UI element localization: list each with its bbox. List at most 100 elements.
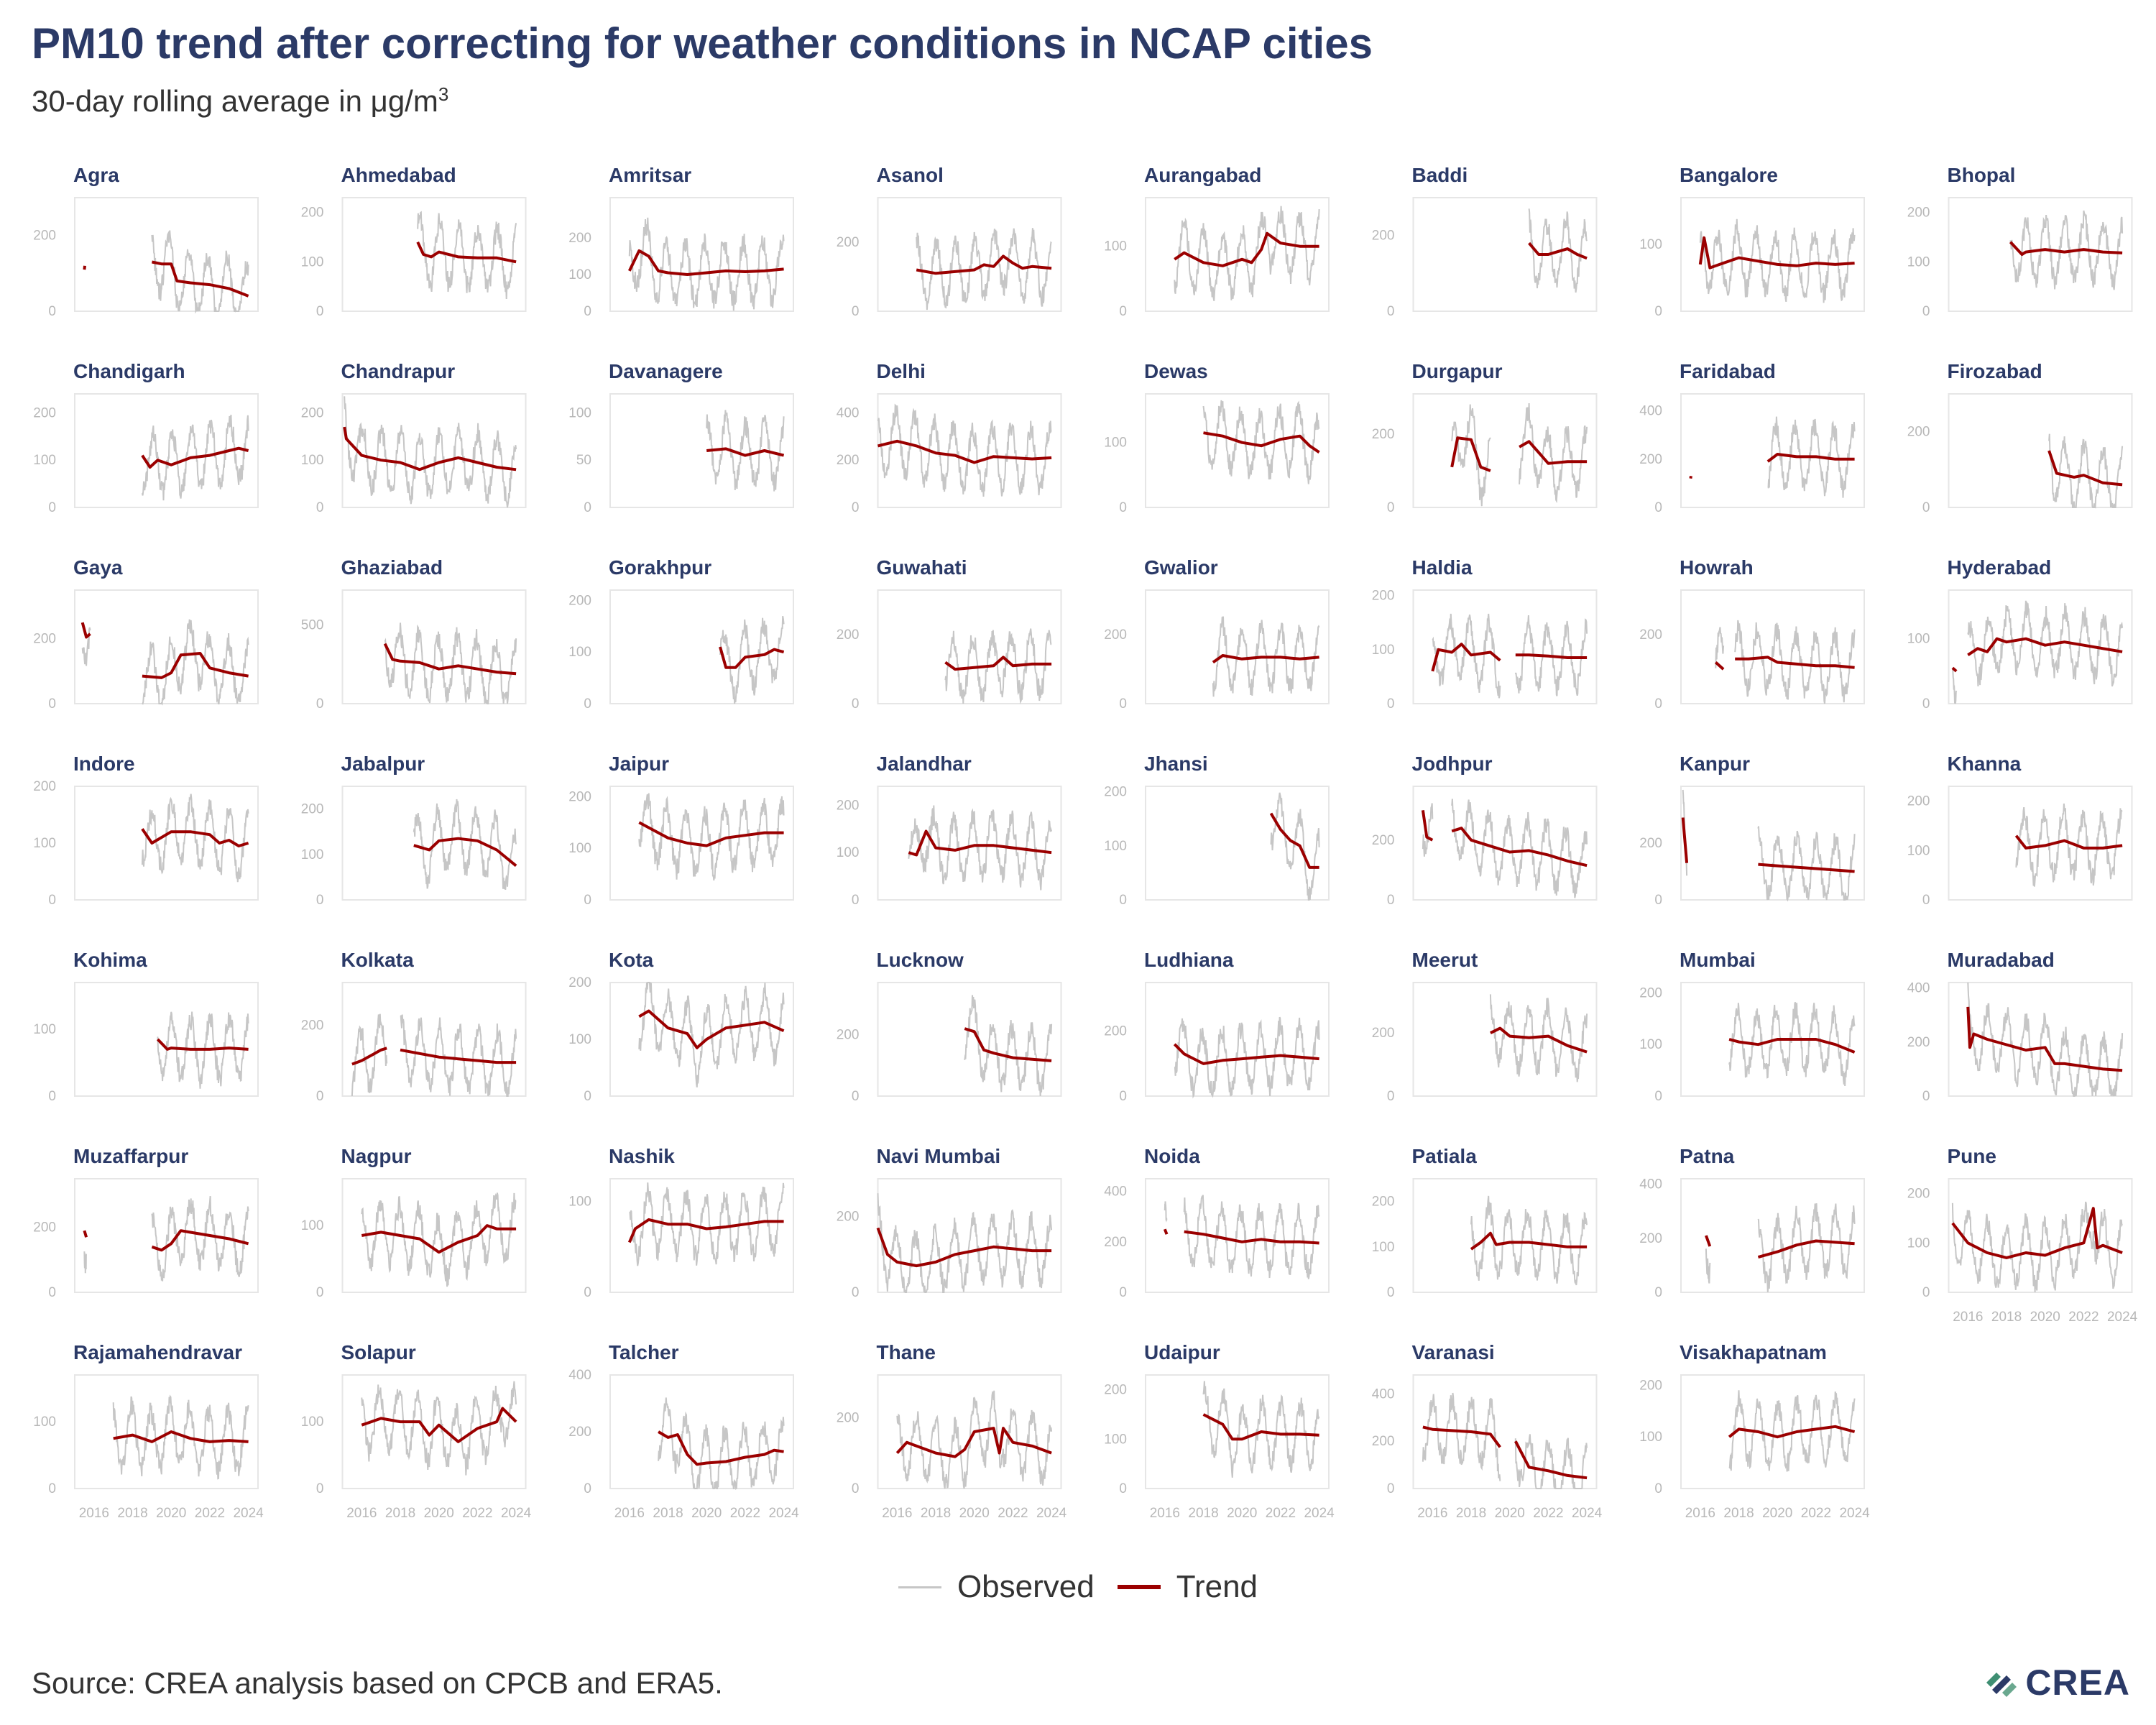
observed-line xyxy=(916,228,1052,310)
panel-frame xyxy=(609,393,794,508)
panel-hyderabad: Hyderabad 0 100 xyxy=(1907,556,2133,712)
panel-indore: Indore 0 100 200 xyxy=(33,753,259,908)
trend-line xyxy=(1714,661,1725,671)
panel-frame xyxy=(1680,1374,1865,1489)
panel-title: Bangalore xyxy=(1680,164,1778,186)
observed-line xyxy=(1967,600,2124,687)
trend-line xyxy=(1184,1230,1319,1245)
panel-dewas: Dewas 0 100 xyxy=(1104,360,1330,515)
x-tick-label: 2020 xyxy=(959,1506,990,1521)
y-tick-label: 500 xyxy=(301,617,324,632)
y-tick-label: 100 xyxy=(1907,1236,1930,1251)
observed-line xyxy=(1212,616,1320,697)
trend-line xyxy=(1966,1006,2123,1072)
panel-bangalore: Bangalore 0 100 xyxy=(1639,164,1865,319)
trend-line xyxy=(706,447,785,457)
panel-frame xyxy=(341,1374,527,1489)
panel-title: Visakhapatnam xyxy=(1680,1341,1827,1363)
panel-title: Patiala xyxy=(1412,1145,1478,1167)
y-tick-label: 200 xyxy=(301,1018,324,1033)
panel-title: Ghaziabad xyxy=(341,556,443,579)
chart-title: PM10 trend after correcting for weather … xyxy=(32,19,1373,68)
y-tick-label: 200 xyxy=(1907,1035,1930,1050)
panel-frame xyxy=(1412,982,1598,1097)
panel-frame xyxy=(1948,589,2133,704)
trend-line xyxy=(383,643,517,676)
panel-thane: Thane 0 200 2016 2018 2020 2022 2024 xyxy=(837,1341,1067,1521)
y-tick-label: 0 xyxy=(316,304,324,319)
panel-title: Haldia xyxy=(1412,556,1473,579)
observed-line xyxy=(658,1397,785,1491)
trend-line xyxy=(413,837,517,868)
y-tick-label: 200 xyxy=(1907,206,1930,221)
panel-title: Ahmedabad xyxy=(341,164,456,186)
panel-frame xyxy=(877,786,1062,901)
observed-line xyxy=(1202,400,1320,484)
y-tick-label: 200 xyxy=(1639,836,1662,851)
observed-line xyxy=(1432,613,1501,699)
trend-line xyxy=(627,249,784,276)
panel-frame xyxy=(74,197,259,312)
y-tick-label: 200 xyxy=(1639,1231,1662,1246)
y-tick-label: 0 xyxy=(316,696,324,712)
panel-frame xyxy=(1145,786,1330,901)
x-tick-label: 2018 xyxy=(1723,1506,1754,1521)
y-tick-label: 100 xyxy=(568,645,591,660)
y-tick-label: 100 xyxy=(568,1195,591,1210)
x-tick-label: 2022 xyxy=(998,1506,1028,1521)
observed-line xyxy=(1489,994,1588,1082)
y-tick-label: 200 xyxy=(33,1220,56,1236)
panel-frame xyxy=(1412,197,1598,312)
panel-title: Lucknow xyxy=(877,949,964,971)
trend-line xyxy=(83,265,86,270)
trend-line xyxy=(2014,834,2123,850)
panel-title: Firozabad xyxy=(1948,360,2042,382)
y-tick-label: 0 xyxy=(1119,304,1127,319)
panel-frame xyxy=(609,589,794,704)
panel-title: Chandigarh xyxy=(73,360,185,382)
panel-frame xyxy=(1145,1374,1330,1489)
panel-title: Kota xyxy=(609,949,654,971)
y-tick-label: 200 xyxy=(1372,1434,1395,1449)
trend-line xyxy=(361,1224,517,1254)
panel-title: Guwahati xyxy=(877,556,967,579)
trend-line xyxy=(944,656,1052,671)
x-tick-label: 2018 xyxy=(921,1506,951,1521)
trend-line xyxy=(1470,1231,1588,1251)
trend-line xyxy=(1951,1207,2123,1259)
x-tick-label: 2022 xyxy=(1801,1506,1831,1521)
legend-item-trend: Trend xyxy=(1117,1569,1258,1605)
panel-frame xyxy=(341,589,527,704)
panel-title: Indore xyxy=(73,753,135,775)
logo-text: CREA xyxy=(2025,1662,2130,1703)
trend-line xyxy=(83,1230,88,1238)
trend-line xyxy=(1528,242,1588,260)
y-tick-label: 200 xyxy=(568,789,591,804)
panel-muradabad: Muradabad 0 200 400 xyxy=(1907,949,2133,1104)
observed-line xyxy=(361,1381,517,1476)
trend-line xyxy=(638,821,784,847)
panel-frame xyxy=(1680,982,1865,1097)
trend-line xyxy=(1212,654,1319,664)
trend-line xyxy=(1450,436,1491,472)
y-tick-label: 100 xyxy=(1907,254,1930,270)
y-tick-label: 0 xyxy=(1922,893,1930,908)
panel-frame xyxy=(341,786,527,901)
trend-line xyxy=(151,1229,249,1252)
y-tick-label: 0 xyxy=(1119,893,1127,908)
trend-line xyxy=(1269,812,1319,869)
y-tick-label: 100 xyxy=(568,405,591,420)
observed-line xyxy=(1705,1248,1711,1284)
trend-line xyxy=(1515,653,1588,659)
panel-frame xyxy=(1145,589,1330,704)
trend-line xyxy=(1766,453,1855,463)
panel-frame xyxy=(609,197,794,312)
trend-line xyxy=(1422,1425,1501,1448)
panel-frame xyxy=(74,589,259,704)
observed-line xyxy=(1422,1392,1501,1481)
y-tick-label: 200 xyxy=(1104,785,1127,800)
panel-title: Muradabad xyxy=(1948,949,2055,971)
panel-frame xyxy=(877,393,1062,508)
subtitle-superscript: 3 xyxy=(438,83,449,105)
observed-line xyxy=(1451,404,1491,507)
